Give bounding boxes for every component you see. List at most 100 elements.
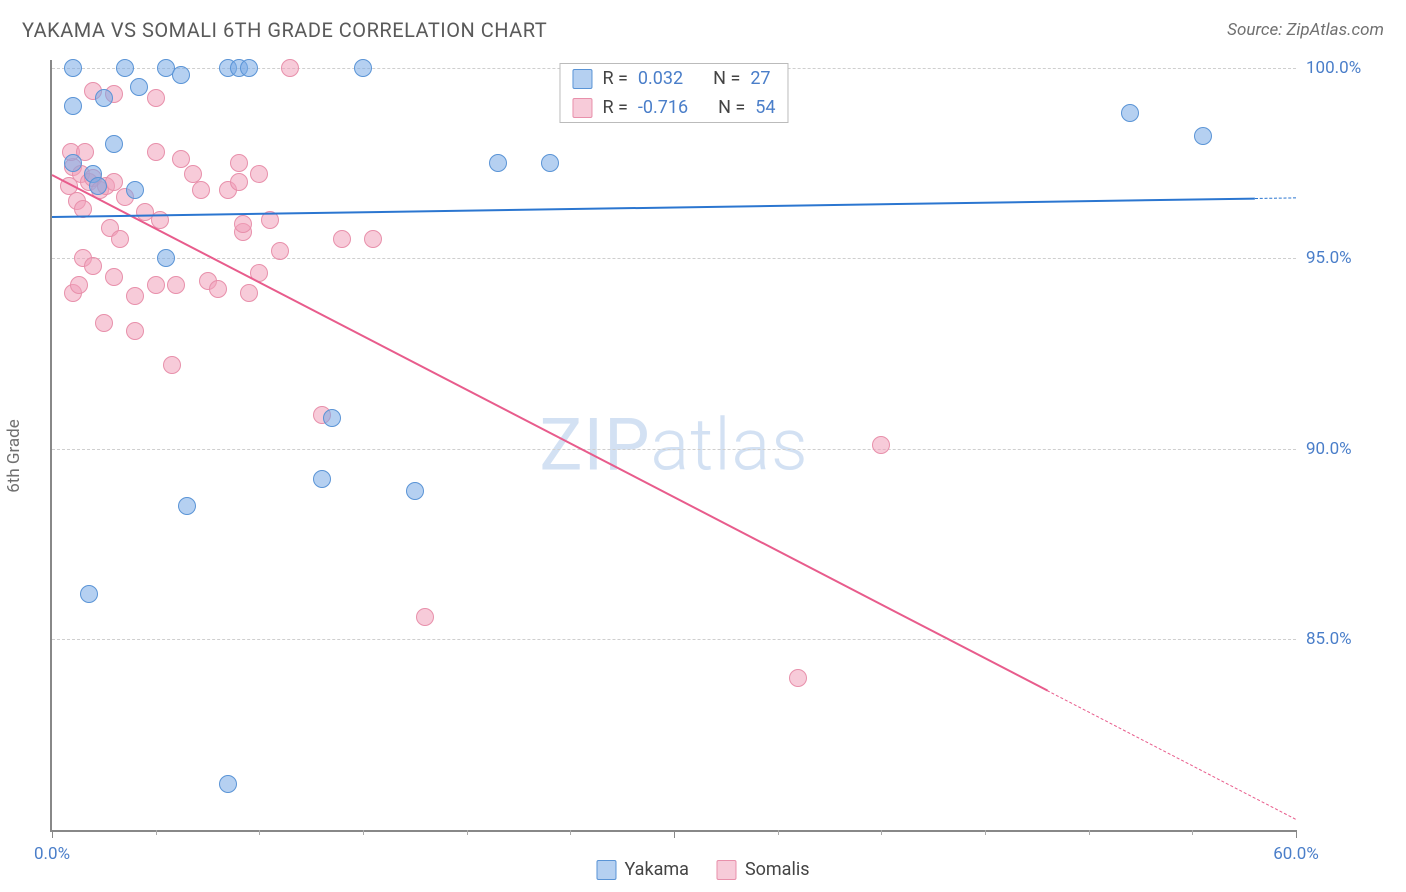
x-tick	[467, 830, 468, 835]
data-point	[70, 276, 88, 294]
data-point	[1194, 127, 1212, 145]
data-point	[130, 78, 148, 96]
data-point	[105, 135, 123, 153]
series-legend: Yakama Somalis	[596, 859, 809, 880]
x-tick	[156, 830, 157, 835]
data-point	[95, 89, 113, 107]
data-point	[84, 257, 102, 275]
r-value: 0.032	[638, 68, 683, 89]
data-point	[105, 268, 123, 286]
data-point	[230, 154, 248, 172]
data-point	[872, 436, 890, 454]
r-label: R =	[602, 68, 627, 89]
x-tick-label: 60.0%	[1273, 844, 1319, 864]
data-point	[126, 322, 144, 340]
x-tick	[674, 830, 675, 838]
x-tick	[881, 830, 882, 835]
watermark: ZIPatlas	[539, 403, 808, 488]
data-point	[281, 59, 299, 77]
plot-area: ZIPatlas R =0.032N =27R =-0.716N =54 85.…	[50, 60, 1296, 832]
data-point	[126, 287, 144, 305]
data-point	[364, 230, 382, 248]
x-tick	[1192, 830, 1193, 835]
data-point	[313, 470, 331, 488]
data-point	[333, 230, 351, 248]
data-point	[240, 284, 258, 302]
data-point	[209, 280, 227, 298]
data-point	[64, 59, 82, 77]
correlation-legend: R =0.032N =27R =-0.716N =54	[559, 63, 788, 123]
x-tick	[259, 830, 260, 835]
r-label: R =	[602, 97, 627, 118]
y-tick-label: 90.0%	[1306, 439, 1386, 459]
data-point	[250, 165, 268, 183]
x-tick	[363, 830, 364, 835]
legend-item: Somalis	[717, 859, 810, 880]
data-point	[64, 97, 82, 115]
r-value: -0.716	[638, 97, 688, 118]
data-point	[541, 154, 559, 172]
data-point	[354, 59, 372, 77]
y-tick-label: 85.0%	[1306, 629, 1386, 649]
data-point	[126, 181, 144, 199]
legend-row: R = 0.032 N = 27	[560, 64, 787, 93]
data-point	[95, 314, 113, 332]
gridline	[52, 639, 1296, 640]
n-label: N =	[718, 97, 745, 118]
data-point	[406, 482, 424, 500]
data-point	[116, 59, 134, 77]
y-axis-label: 6th Grade	[4, 419, 24, 493]
data-point	[147, 89, 165, 107]
data-point	[234, 215, 252, 233]
data-point	[219, 775, 237, 793]
n-value: 27	[750, 68, 770, 89]
data-point	[1121, 104, 1139, 122]
data-point	[147, 143, 165, 161]
data-point	[64, 154, 82, 172]
x-tick	[1296, 830, 1297, 838]
legend-label: Yakama	[624, 859, 688, 880]
legend-row: R = -0.716 N = 54	[560, 93, 787, 122]
data-point	[240, 59, 258, 77]
gridline	[52, 258, 1296, 259]
y-tick-label: 95.0%	[1306, 248, 1386, 268]
legend-item: Yakama	[596, 859, 688, 880]
data-point	[230, 173, 248, 191]
x-tick	[778, 830, 779, 835]
data-point	[157, 249, 175, 267]
x-tick	[985, 830, 986, 835]
watermark-thin: atlas	[651, 403, 809, 488]
x-tick	[52, 830, 53, 838]
x-tick	[1089, 830, 1090, 835]
trend-line	[1255, 197, 1296, 199]
y-tick-label: 100.0%	[1306, 58, 1386, 78]
data-point	[167, 276, 185, 294]
x-tick-label: 0.0%	[34, 844, 70, 864]
data-point	[163, 356, 181, 374]
legend-swatch	[572, 98, 592, 118]
chart-header: YAKAMA VS SOMALI 6TH GRADE CORRELATION C…	[0, 0, 1406, 52]
data-point	[172, 66, 190, 84]
chart-title: YAKAMA VS SOMALI 6TH GRADE CORRELATION C…	[22, 18, 547, 42]
legend-swatch	[572, 69, 592, 89]
data-point	[323, 409, 341, 427]
data-point	[172, 150, 190, 168]
trend-line	[52, 198, 1255, 218]
data-point	[111, 230, 129, 248]
data-point	[80, 585, 98, 603]
chart-source: Source: ZipAtlas.com	[1227, 20, 1384, 40]
data-point	[147, 276, 165, 294]
legend-label: Somalis	[745, 859, 810, 880]
data-point	[489, 154, 507, 172]
gridline	[52, 449, 1296, 450]
x-tick	[570, 830, 571, 835]
n-value: 54	[755, 97, 775, 118]
data-point	[178, 497, 196, 515]
trend-line	[1047, 690, 1296, 820]
legend-swatch	[596, 860, 616, 880]
data-point	[789, 669, 807, 687]
data-point	[416, 608, 434, 626]
data-point	[89, 177, 107, 195]
n-label: N =	[713, 68, 740, 89]
legend-swatch	[717, 860, 737, 880]
